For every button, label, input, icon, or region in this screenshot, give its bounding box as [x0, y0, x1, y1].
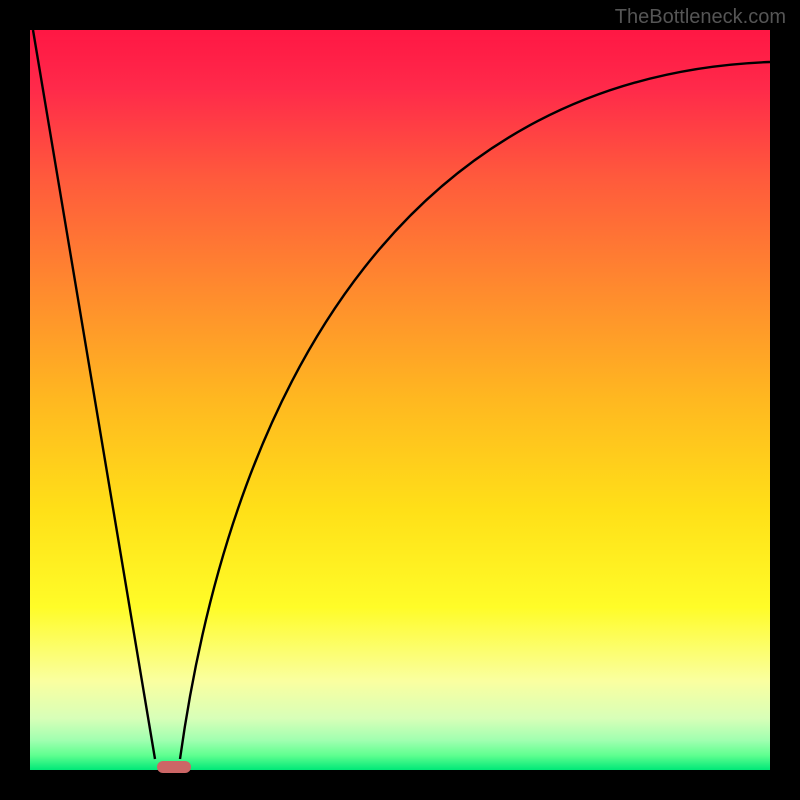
watermark-text: TheBottleneck.com [615, 6, 786, 29]
bottleneck-marker [157, 761, 191, 773]
plot-background [30, 30, 770, 770]
chart-svg [0, 0, 800, 800]
chart-root: TheBottleneck.com [0, 0, 800, 800]
